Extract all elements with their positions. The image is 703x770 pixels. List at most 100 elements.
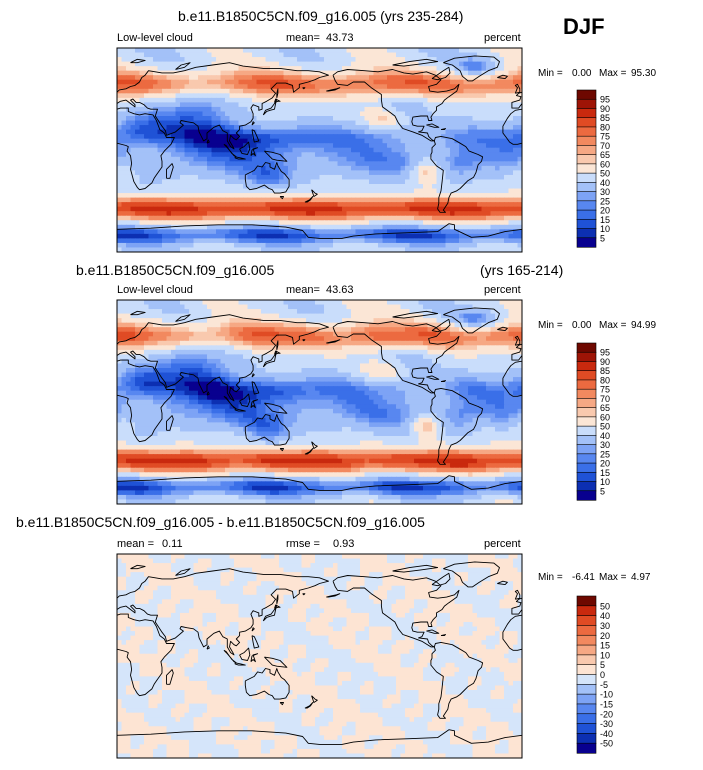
field-cell bbox=[234, 215, 240, 221]
field-cell bbox=[216, 193, 222, 199]
field-cell bbox=[324, 125, 330, 131]
field-cell bbox=[139, 220, 145, 226]
field-cell bbox=[513, 247, 519, 252]
field-cell bbox=[288, 211, 294, 217]
field-cell bbox=[459, 143, 465, 149]
field-cell bbox=[207, 66, 213, 72]
field-cell bbox=[391, 84, 397, 90]
field-cell bbox=[198, 229, 204, 235]
field-cell bbox=[346, 61, 352, 67]
field-cell bbox=[346, 152, 352, 158]
field-cell bbox=[153, 179, 159, 185]
field-cell bbox=[436, 220, 442, 226]
field-cell bbox=[382, 188, 388, 194]
field-cell bbox=[463, 304, 469, 310]
field-cell bbox=[207, 331, 213, 337]
field-cell bbox=[270, 93, 276, 99]
field-cell bbox=[292, 84, 298, 90]
field-cell bbox=[324, 233, 330, 239]
field-cell bbox=[265, 93, 271, 99]
field-cell bbox=[202, 88, 208, 94]
field-cell bbox=[135, 147, 141, 153]
field-cell bbox=[391, 120, 397, 126]
field-cell bbox=[432, 238, 438, 244]
field-cell bbox=[382, 70, 388, 76]
field-cell bbox=[283, 129, 289, 135]
field-cell bbox=[405, 238, 411, 244]
field-cell bbox=[369, 340, 375, 346]
field-cell bbox=[243, 313, 249, 319]
field-cell bbox=[216, 188, 222, 194]
field-cell bbox=[360, 170, 366, 176]
field-cell bbox=[153, 206, 159, 212]
field-cell bbox=[319, 220, 325, 226]
field-cell bbox=[193, 224, 199, 230]
field-cell bbox=[306, 52, 312, 58]
field-cell bbox=[130, 170, 136, 176]
field-cell bbox=[342, 206, 348, 212]
field-cell bbox=[292, 97, 298, 103]
field-cell bbox=[211, 318, 217, 324]
field-cell bbox=[463, 88, 469, 94]
field-cell bbox=[315, 70, 321, 76]
field-cell bbox=[207, 134, 213, 140]
field-cell bbox=[373, 202, 379, 208]
field-cell bbox=[441, 215, 447, 221]
field-cell bbox=[418, 322, 424, 328]
field-cell bbox=[234, 233, 240, 239]
field-cell bbox=[243, 300, 249, 306]
field-cell bbox=[139, 184, 145, 190]
field-cell bbox=[513, 111, 519, 117]
field-cell bbox=[499, 170, 505, 176]
field-cell bbox=[459, 116, 465, 122]
field-cell bbox=[409, 125, 415, 131]
field-cell bbox=[288, 215, 294, 221]
field-cell bbox=[319, 174, 325, 181]
field-cell bbox=[450, 66, 456, 72]
field-cell bbox=[261, 179, 267, 185]
field-cell bbox=[405, 116, 411, 122]
field-cell bbox=[220, 66, 226, 72]
field-cell bbox=[400, 111, 406, 117]
field-cell bbox=[355, 242, 361, 249]
field-cell bbox=[274, 57, 280, 63]
field-cell bbox=[135, 66, 141, 72]
field-cell bbox=[337, 66, 343, 72]
field-cell bbox=[463, 331, 469, 337]
field-cell bbox=[364, 229, 370, 235]
field-cell bbox=[234, 322, 240, 328]
field-cell bbox=[387, 66, 393, 72]
field-cell bbox=[207, 129, 213, 135]
field-cell bbox=[328, 93, 334, 99]
field-cell bbox=[351, 215, 357, 221]
field-cell bbox=[193, 111, 199, 117]
field-cell bbox=[495, 220, 501, 226]
field-cell bbox=[409, 220, 415, 226]
field-cell bbox=[144, 247, 150, 252]
field-cell bbox=[513, 184, 519, 190]
field-cell bbox=[180, 93, 186, 99]
field-cell bbox=[180, 197, 186, 203]
field-cell bbox=[117, 215, 123, 221]
field-cell bbox=[198, 66, 204, 72]
field-cell bbox=[477, 66, 483, 72]
field-cell bbox=[459, 134, 465, 140]
field-cell bbox=[481, 300, 487, 306]
field-cell bbox=[486, 174, 492, 181]
field-cell bbox=[130, 331, 136, 337]
field-cell bbox=[252, 70, 258, 76]
field-cell bbox=[337, 75, 343, 81]
field-cell bbox=[391, 66, 397, 72]
field-cell bbox=[396, 247, 402, 252]
field-cell bbox=[391, 79, 397, 85]
field-cell bbox=[400, 197, 406, 203]
field-cell bbox=[373, 220, 379, 226]
field-cell bbox=[211, 336, 217, 342]
field-cell bbox=[486, 84, 492, 90]
field-cell bbox=[180, 318, 186, 324]
field-cell bbox=[378, 233, 384, 239]
field-cell bbox=[171, 57, 177, 63]
field-cell bbox=[283, 84, 289, 90]
field-cell bbox=[468, 116, 474, 122]
field-cell bbox=[324, 193, 330, 199]
